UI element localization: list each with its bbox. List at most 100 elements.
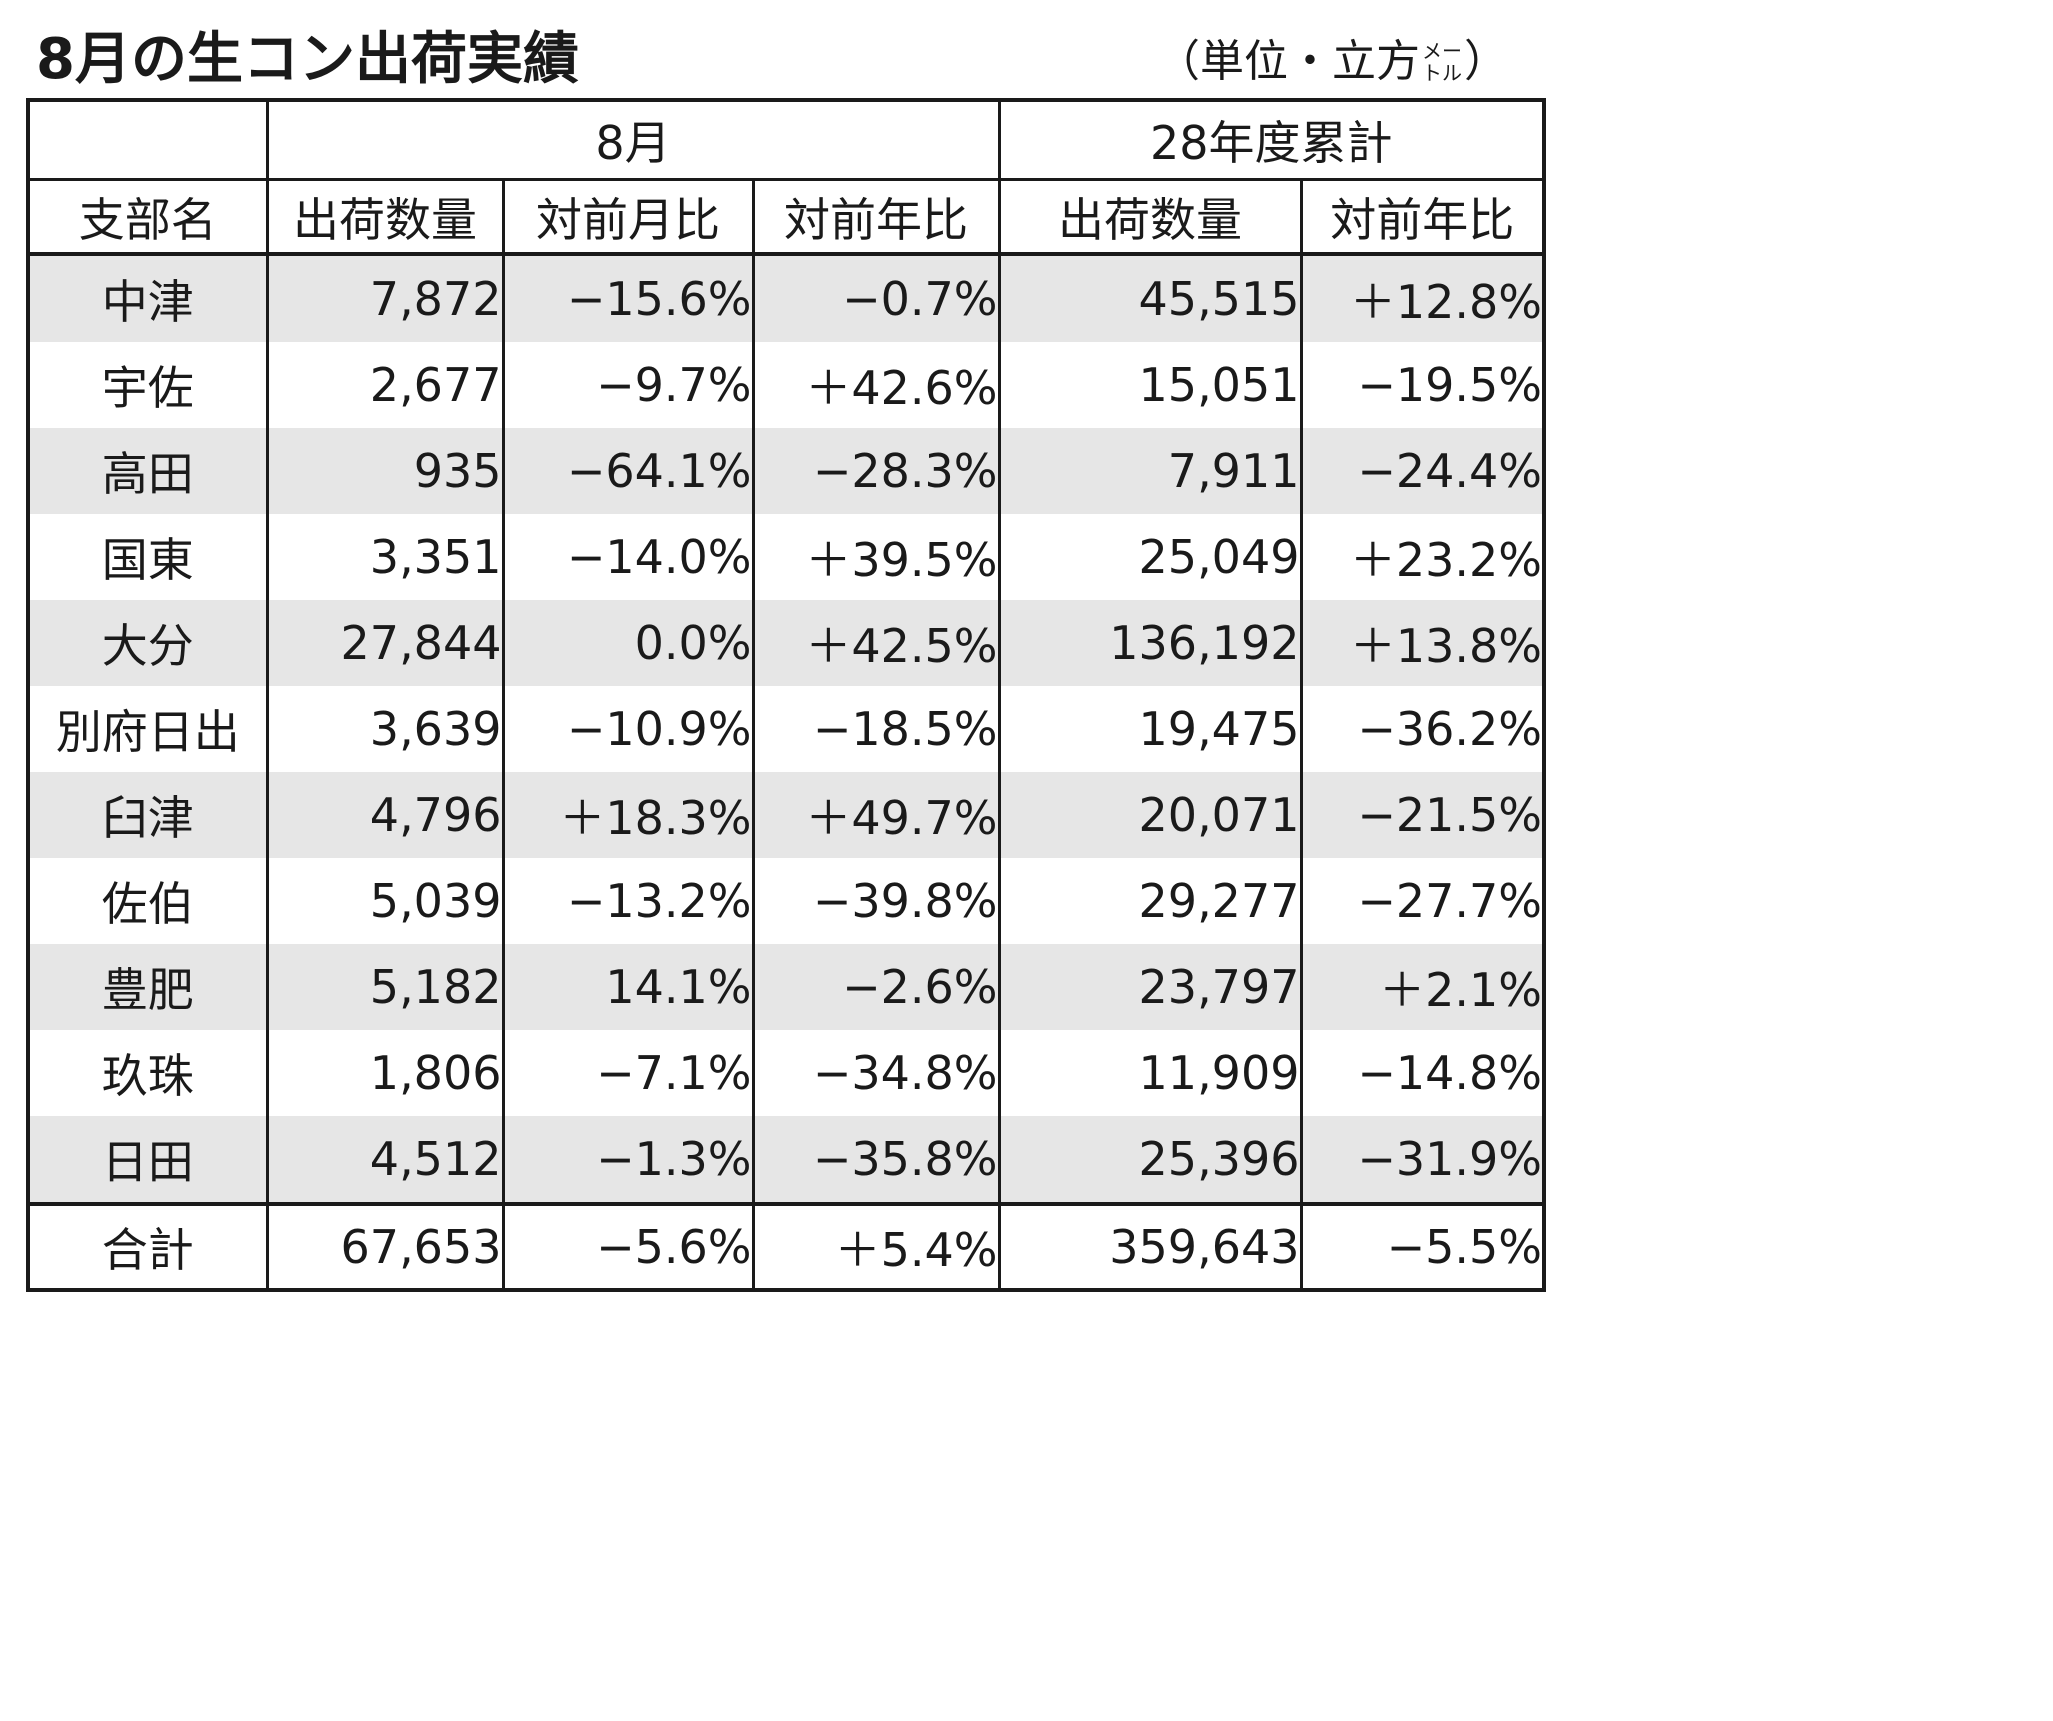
unit-small-top: メー [1422, 39, 1462, 63]
cell-month-vs-prev-month: −10.9% [501, 686, 755, 772]
header-group-cumulative: 28年度累計 [997, 100, 1546, 181]
column-header-month-vs-prev-year: 対前年比 [751, 179, 1001, 256]
unit-close: ） [1464, 36, 1508, 87]
cell-cumulative-quantity: 23,797 [997, 944, 1303, 1030]
cell-month-quantity: 935 [265, 428, 505, 514]
header-group-row: 8月 28年度累計 [26, 100, 1546, 181]
cell-month-vs-prev-month: −14.0% [501, 514, 755, 600]
cell-month-quantity: 3,351 [265, 514, 505, 600]
cell-month-quantity: 5,039 [265, 858, 505, 944]
cell-cumulative-quantity: 19,475 [997, 686, 1303, 772]
cell-cumulative-quantity: 15,051 [997, 342, 1303, 428]
table-row: 豊肥 5,182 14.1% −2.6% 23,797 ＋2.1% [26, 944, 1546, 1030]
cell-cumulative-vs-prev-year: ＋2.1% [1299, 944, 1546, 1030]
cell-month-quantity: 1,806 [265, 1030, 505, 1116]
cell-cumulative-quantity: 45,515 [997, 254, 1303, 342]
cell-month-vs-prev-month: −1.3% [501, 1116, 755, 1204]
shipment-table: 8月 28年度累計 支部名 出荷数量 対前月比 対前年比 出荷数量 対前年比 中… [26, 98, 1547, 1292]
cell-branch-name: 臼津 [26, 772, 269, 858]
cell-cumulative-vs-prev-year: −19.5% [1299, 342, 1546, 428]
cell-cumulative-quantity: 25,396 [997, 1116, 1303, 1204]
page-title: 8月の生コン出荷実績 [36, 27, 579, 92]
cell-branch-name: 日田 [26, 1116, 269, 1204]
total-month-vs-prev-month: −5.6% [501, 1202, 755, 1290]
column-header-month-vs-prev-month: 対前月比 [501, 179, 755, 256]
cell-month-quantity: 7,872 [265, 254, 505, 342]
total-row: 合計 67,653 −5.6% ＋5.4% 359,643 −5.5% [26, 1202, 1546, 1290]
header-group-empty [26, 100, 269, 181]
cell-month-vs-prev-month: −9.7% [501, 342, 755, 428]
column-header-branch: 支部名 [26, 179, 269, 256]
cell-cumulative-quantity: 25,049 [997, 514, 1303, 600]
column-header-cumulative-vs-prev-year: 対前年比 [1299, 179, 1546, 256]
cell-cumulative-vs-prev-year: −36.2% [1299, 686, 1546, 772]
cell-cumulative-vs-prev-year: ＋23.2% [1299, 514, 1546, 600]
cell-month-vs-prev-month: −15.6% [501, 254, 755, 342]
cell-branch-name: 佐伯 [26, 858, 269, 944]
cell-month-vs-prev-year: −2.6% [751, 944, 1001, 1030]
cell-cumulative-vs-prev-year: ＋13.8% [1299, 600, 1546, 686]
total-cumulative-vs-prev-year: −5.5% [1299, 1202, 1546, 1290]
table-row: 国東 3,351 −14.0% ＋39.5% 25,049 ＋23.2% [26, 514, 1546, 600]
table-row: 臼津 4,796 ＋18.3% ＋49.7% 20,071 −21.5% [26, 772, 1546, 858]
cell-cumulative-vs-prev-year: −31.9% [1299, 1116, 1546, 1204]
total-month-quantity: 67,653 [265, 1202, 505, 1290]
cell-month-vs-prev-month: −13.2% [501, 858, 755, 944]
cell-cumulative-quantity: 11,909 [997, 1030, 1303, 1116]
table-row: 高田 935 −64.1% −28.3% 7,911 −24.4% [26, 428, 1546, 514]
cell-cumulative-vs-prev-year: −27.7% [1299, 858, 1546, 944]
cell-month-quantity: 5,182 [265, 944, 505, 1030]
table-row: 大分 27,844 0.0% ＋42.5% 136,192 ＋13.8% [26, 600, 1546, 686]
cell-month-vs-prev-month: ＋18.3% [501, 772, 755, 858]
cell-branch-name: 別府日出 [26, 686, 269, 772]
cell-cumulative-vs-prev-year: ＋12.8% [1299, 254, 1546, 342]
cell-month-vs-prev-year: −35.8% [751, 1116, 1001, 1204]
cell-cumulative-quantity: 20,071 [997, 772, 1303, 858]
cell-month-vs-prev-year: ＋42.6% [751, 342, 1001, 428]
cell-month-vs-prev-year: ＋42.5% [751, 600, 1001, 686]
header-column-row: 支部名 出荷数量 対前月比 対前年比 出荷数量 対前年比 [26, 179, 1546, 256]
cell-branch-name: 豊肥 [26, 944, 269, 1030]
cell-month-vs-prev-year: −39.8% [751, 858, 1001, 944]
cell-branch-name: 玖珠 [26, 1030, 269, 1116]
unit-small: メー トル [1422, 40, 1462, 84]
total-cumulative-quantity: 359,643 [997, 1202, 1303, 1290]
cell-month-vs-prev-year: ＋39.5% [751, 514, 1001, 600]
cell-cumulative-quantity: 7,911 [997, 428, 1303, 514]
table-row: 佐伯 5,039 −13.2% −39.8% 29,277 −27.7% [26, 858, 1546, 944]
cell-cumulative-vs-prev-year: −14.8% [1299, 1030, 1546, 1116]
cell-branch-name: 大分 [26, 600, 269, 686]
cell-branch-name: 宇佐 [26, 342, 269, 428]
cell-month-vs-prev-month: 0.0% [501, 600, 755, 686]
cell-month-vs-prev-month: −64.1% [501, 428, 755, 514]
table-row: 別府日出 3,639 −10.9% −18.5% 19,475 −36.2% [26, 686, 1546, 772]
column-header-cumulative-quantity: 出荷数量 [997, 179, 1303, 256]
total-month-vs-prev-year: ＋5.4% [751, 1202, 1001, 1290]
cell-branch-name: 中津 [26, 254, 269, 342]
cell-month-vs-prev-year: ＋49.7% [751, 772, 1001, 858]
cell-month-vs-prev-month: −7.1% [501, 1030, 755, 1116]
cell-month-quantity: 4,796 [265, 772, 505, 858]
column-header-month-quantity: 出荷数量 [265, 179, 505, 256]
cell-cumulative-quantity: 136,192 [997, 600, 1303, 686]
table-body: 中津 7,872 −15.6% −0.7% 45,515 ＋12.8% 宇佐 2,677 −9.… [26, 254, 1546, 1204]
unit-label: （単位・立方 メー トル ） [1156, 32, 1508, 92]
unit-open: （単位・立方 [1156, 36, 1420, 87]
cell-cumulative-vs-prev-year: −24.4% [1299, 428, 1546, 514]
cell-month-quantity: 3,639 [265, 686, 505, 772]
cell-month-vs-prev-year: −34.8% [751, 1030, 1001, 1116]
cell-branch-name: 高田 [26, 428, 269, 514]
table-row: 中津 7,872 −15.6% −0.7% 45,515 ＋12.8% [26, 254, 1546, 342]
cell-cumulative-quantity: 29,277 [997, 858, 1303, 944]
cell-month-quantity: 2,677 [265, 342, 505, 428]
table-row: 日田 4,512 −1.3% −35.8% 25,396 −31.9% [26, 1116, 1546, 1204]
table-row: 玖珠 1,806 −7.1% −34.8% 11,909 −14.8% [26, 1030, 1546, 1116]
header-group-month: 8月 [265, 100, 1001, 181]
unit-small-bottom: トル [1422, 61, 1462, 85]
cell-month-vs-prev-year: −0.7% [751, 254, 1001, 342]
cell-month-vs-prev-year: −18.5% [751, 686, 1001, 772]
cell-month-vs-prev-month: 14.1% [501, 944, 755, 1030]
cell-month-quantity: 27,844 [265, 600, 505, 686]
cell-cumulative-vs-prev-year: −21.5% [1299, 772, 1546, 858]
total-label: 合計 [26, 1202, 269, 1290]
